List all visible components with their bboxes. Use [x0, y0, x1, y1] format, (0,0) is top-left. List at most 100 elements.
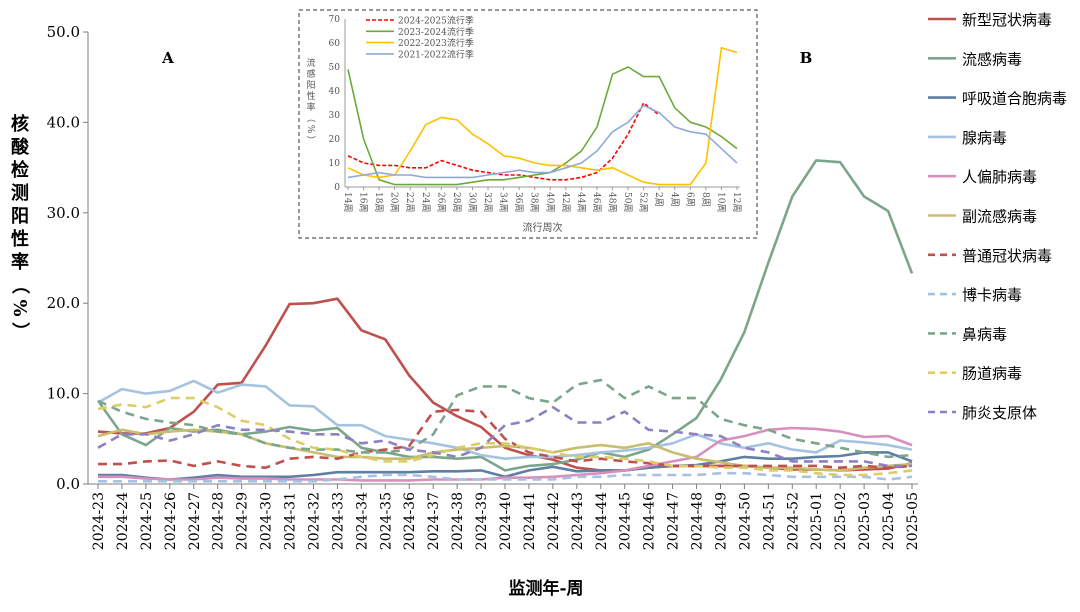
main-y-tick-label: 0.0 [56, 475, 80, 493]
main-x-tick-label: 2024-47 [666, 492, 682, 550]
inset-x-tick-label: 40周 [544, 192, 555, 212]
inset-x-tick-label: 10周 [715, 192, 726, 212]
inset-series-line-1 [347, 66, 738, 186]
main-x-tick-label: 2024-32 [306, 492, 322, 550]
main-x-tick-label: 2024-41 [522, 492, 538, 550]
inset-x-tick-label: 42周 [560, 192, 571, 212]
legend-label-7: 博卡病毒 [962, 286, 1022, 304]
main-series-line-7 [98, 471, 913, 483]
inset-y-tick-label: 30 [329, 111, 341, 121]
inset-x-tick-label: 34周 [498, 192, 509, 212]
inset-x-tick-label: 16周 [358, 192, 369, 212]
inset-y-axis-label-char: 感 [306, 68, 315, 80]
main-x-tick-label: 2024-38 [450, 492, 466, 550]
inset-legend-label-2: 2022-2023流行季 [398, 37, 474, 49]
main-x-tick-label: 2024-45 [618, 492, 634, 550]
main-y-axis-label-char: ） [9, 322, 30, 340]
main-y-tick-label: 30.0 [47, 204, 80, 222]
main-x-tick-label: 2024-37 [426, 492, 442, 550]
inset-x-tick-label: 18周 [373, 192, 384, 212]
inset-y-tick-label: 10 [329, 159, 341, 169]
inset-x-tick-label: 38周 [529, 192, 540, 212]
main-x-tick-label: 2024-48 [690, 492, 706, 550]
main-x-tick-label: 2024-52 [785, 492, 801, 550]
inset-y-axis-label-char: 阳 [306, 80, 315, 91]
main-x-tick-label: 2025-01 [809, 492, 825, 550]
inset-y-tick-label: 0 [334, 183, 340, 193]
inset-y-axis-label-char: ） [305, 135, 316, 144]
legend-label-5: 副流感病毒 [962, 208, 1037, 226]
main-x-tick-label: 2024-46 [642, 492, 658, 550]
main-x-axis-label: 监测年-周 [508, 578, 583, 599]
inset-legend-label-3: 2021-2022流行季 [398, 48, 474, 60]
inset-x-tick-label: 2周 [653, 192, 664, 207]
main-series-line-6 [98, 408, 913, 470]
main-x-tick-label: 2024-35 [378, 492, 394, 550]
inset-y-axis-label-char: （ [305, 113, 316, 122]
inset-frame [298, 9, 758, 239]
inset-x-tick-label: 24周 [420, 192, 431, 212]
legend-label-2: 呼吸道合胞病毒 [962, 90, 1067, 108]
legend-label-1: 流感病毒 [962, 50, 1022, 68]
main-y-axis-label-char: 阳 [11, 206, 29, 227]
inset-x-tick-label: 50周 [622, 192, 633, 212]
main-x-tick-label: 2024-34 [354, 492, 370, 550]
main-series-line-4 [98, 426, 913, 482]
main-y-axis-label-char: 测 [11, 182, 29, 204]
main-x-tick-label: 2024-27 [187, 492, 203, 550]
main-series-line-8 [97, 378, 913, 459]
main-x-tick-label: 2024-29 [235, 492, 251, 550]
main-y-tick-label: 20.0 [47, 294, 80, 312]
main-series-lines [96, 159, 914, 483]
inset-x-tick-label: 20周 [389, 192, 400, 212]
inset-chart: 0 10 20 30 40 50 60 70 14周 16周 18周 20周 22周 24周 26周 28周 3… [298, 9, 758, 239]
main-x-tick-label: 2024-39 [474, 492, 490, 550]
inset-y-tick-label: 70 [329, 15, 341, 25]
inset-x-tick-label: 22周 [404, 192, 415, 212]
main-x-tick-label: 2024-30 [259, 492, 275, 550]
main-x-tick-label: 2024-50 [737, 492, 753, 550]
inset-x-tick-label: 6周 [684, 192, 695, 207]
inset-legend-label-0: 2024-2025流行季 [398, 15, 474, 27]
inset-x-tick-label: 12周 [731, 192, 742, 212]
panel-label-a: A [161, 49, 174, 67]
main-series-line-10 [97, 405, 912, 468]
inset-x-tick-label: 30周 [466, 192, 477, 212]
legend-label-6: 普通冠状病毒 [962, 247, 1052, 265]
inset-y-axis-label-char: % [305, 125, 315, 134]
legend-label-10: 肺炎支原体 [962, 404, 1037, 422]
main-y-tick-label: 10.0 [47, 385, 80, 403]
main-x-tick-label: 2024-36 [402, 492, 418, 550]
main-x-tick-label: 2025-03 [857, 492, 873, 550]
main-x-tick-label: 2024-43 [570, 492, 586, 550]
main-x-tick-label: 2024-28 [211, 492, 227, 550]
inset-y-tick-label: 20 [329, 135, 341, 145]
legend-label-9: 肠道病毒 [962, 365, 1022, 383]
inset-series-line-3 [347, 104, 738, 179]
legend-label-4: 人偏肺病毒 [962, 168, 1037, 186]
inset-y-axis-label-char: 流 [306, 57, 315, 69]
main-y-axis-label-char: 核 [11, 113, 29, 135]
main-x-tick-label: 2024-26 [163, 492, 179, 550]
inset-y-tick-label: 40 [329, 87, 341, 97]
main-series-line-3 [97, 379, 913, 461]
inset-y-axis-label-char: 率 [306, 101, 315, 113]
main-y-axis-label-char: 性 [11, 228, 29, 250]
inset-x-axis-label: 流行周次 [523, 221, 563, 234]
main-x-tick-label: 2024-25 [139, 492, 155, 550]
inset-x-tick-label: 14周 [342, 192, 353, 212]
inset-legend-label-1: 2023-2024流行季 [398, 26, 474, 38]
main-x-tick-label: 2025-04 [881, 492, 897, 550]
main-x-tick-label: 2024-40 [498, 492, 514, 550]
inset-x-tick-label: 48周 [607, 192, 618, 212]
main-x-tick-label: 2024-33 [330, 492, 346, 550]
main-y-axis-label-char: （ [9, 276, 30, 294]
inset-x-tick-label: 36周 [513, 192, 524, 212]
main-x-tick-label: 2024-42 [546, 492, 562, 550]
main-x-tick-label: 2024-31 [283, 492, 299, 550]
main-series-line-9 [97, 396, 913, 477]
